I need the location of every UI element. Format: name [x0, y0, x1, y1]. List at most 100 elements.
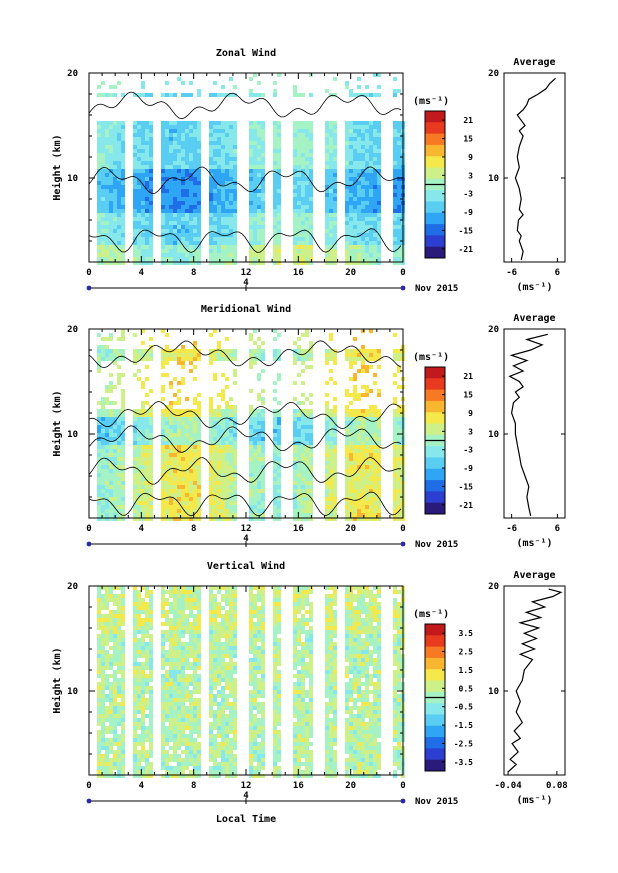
panel-3: Vertical Wind 0 4 8 12 16 20 0 20 10 Height (km) 4 N… — [51, 560, 568, 825]
colorbar-segment — [425, 480, 445, 492]
x-tick-label: 8 — [191, 781, 196, 791]
x-tick-label: 12 — [241, 524, 252, 534]
profile-panel: Average 20 10 -6 6(ms⁻¹) — [488, 313, 566, 549]
contour-lines — [88, 340, 402, 517]
profile-x-tick-label: 6 — [555, 268, 560, 278]
date-axis-start-marker — [86, 541, 92, 547]
x-tick-label: 20 — [345, 268, 356, 278]
profile-y-tick-label: 20 — [488, 325, 499, 335]
contour-line — [88, 457, 402, 485]
x-tick-label: 0 — [86, 781, 91, 791]
colorbar-segment — [425, 167, 445, 180]
colorbar-tick-label: 2.5 — [459, 648, 474, 657]
colorbar-tick-label: 1.5 — [459, 666, 474, 675]
profile-y-tick-label: 20 — [488, 582, 499, 592]
colorbar-tick-label: -2.5 — [454, 739, 473, 748]
profile-y-tick-label: 10 — [488, 174, 499, 184]
y-tick-label: 10 — [67, 430, 78, 440]
colorbar-tick-label: 3 — [468, 427, 473, 436]
x-tick-label: 16 — [293, 268, 304, 278]
colorbar-tick-label: -3 — [463, 446, 473, 455]
colorbar-segment — [425, 680, 445, 693]
colorbar-segment — [425, 714, 445, 727]
date-axis-end-marker — [400, 798, 406, 804]
profile-x-axis-label: (ms⁻¹) — [516, 538, 552, 549]
colorbar-segment — [425, 190, 445, 202]
y-axis-label: Height (km) — [51, 647, 63, 713]
colorbar-tick-label: 21 — [463, 116, 473, 125]
x-tick-label: 16 — [293, 524, 304, 534]
colorbar-tick-label: -0.5 — [454, 703, 473, 712]
x-axis-label: Local Time — [216, 813, 276, 825]
contour-line — [88, 340, 402, 369]
profile-x-tick-label: -6 — [506, 268, 517, 278]
y-tick-label: 20 — [67, 69, 78, 79]
colorbar-segment — [425, 156, 445, 169]
colorbar: (ms⁻¹) 3.5 2.5 1.5 0.5 -0.5 -1.5 -2.5 -3.5 — [413, 609, 473, 772]
x-tick-label: 0 — [86, 268, 91, 278]
x-tick-label: 12 — [241, 781, 252, 791]
x-tick-label: 0 — [400, 781, 405, 791]
date-axis-end-marker — [400, 541, 406, 547]
y-tick-label: 20 — [67, 325, 78, 335]
profile-x-tick-label: 6 — [555, 524, 560, 534]
colorbar-segment — [425, 111, 445, 123]
colorbar-tick-label: -21 — [459, 245, 474, 254]
colorbar-segment — [425, 144, 445, 157]
colorbar-tick-label: -1.5 — [454, 721, 473, 730]
colorbar-tick-label: 9 — [468, 153, 473, 162]
y-tick-label: 10 — [67, 174, 78, 184]
x-tick-label: 16 — [293, 781, 304, 791]
colorbar-tick-label: -15 — [459, 482, 474, 491]
x-tick-label: 0 — [400, 524, 405, 534]
profile-title: Average — [513, 57, 555, 68]
colorbar-tick-label: 9 — [468, 409, 473, 418]
profile-y-tick-label: 10 — [488, 430, 499, 440]
contour-line — [88, 425, 402, 453]
y-tick-label: 20 — [67, 582, 78, 592]
y-tick-label: 10 — [67, 687, 78, 697]
heatmap-field — [97, 329, 405, 521]
colorbar-unit: (ms⁻¹) — [413, 352, 449, 363]
colorbar-segment — [425, 703, 445, 715]
y-axis-label: Height (km) — [51, 134, 63, 200]
colorbar-segment — [425, 737, 445, 749]
colorbar-tick-label: -21 — [459, 501, 474, 510]
profile-title: Average — [513, 313, 555, 324]
colorbar-tick-label: 15 — [463, 391, 473, 400]
colorbar-segment — [425, 246, 445, 259]
colorbar-tick-label: 21 — [463, 372, 473, 381]
profile-y-tick-label: 20 — [488, 69, 499, 79]
profile-frame — [503, 72, 566, 263]
profile-y-tick-label: 10 — [488, 687, 499, 697]
colorbar-segment — [425, 235, 445, 248]
date-tick-label: 4 — [243, 278, 249, 288]
x-tick-label: 20 — [345, 781, 356, 791]
colorbar-tick-label: -9 — [463, 208, 473, 217]
panel-title: Vertical Wind — [207, 560, 285, 572]
date-label: Nov 2015 — [415, 540, 458, 550]
x-tick-label: 8 — [191, 268, 196, 278]
colorbar-tick-label: 15 — [463, 135, 473, 144]
colorbar: (ms⁻¹) 21 15 9 3 -3 -9 -15 -21 — [413, 96, 473, 259]
colorbar: (ms⁻¹) 21 15 9 3 -3 -9 -15 -21 — [413, 352, 473, 515]
profile-panel: Average 20 10 -0.04 0.08 (ms⁻¹) — [488, 570, 568, 806]
profile-x-axis-label: (ms⁻¹) — [516, 795, 552, 806]
colorbar-segment — [425, 669, 445, 682]
colorbar-tick-label: -3.5 — [454, 758, 473, 767]
profile-line — [514, 77, 556, 261]
colorbar-segment — [425, 367, 445, 379]
colorbar-tick-label: 3 — [468, 171, 473, 180]
profile-title: Average — [513, 570, 555, 581]
date-tick-label: 4 — [243, 534, 249, 544]
profile-line — [508, 333, 548, 517]
profile-x-tick-label: -6 — [506, 524, 517, 534]
colorbar-segment — [425, 224, 445, 236]
colorbar-segment — [425, 725, 445, 738]
x-tick-label: 20 — [345, 524, 356, 534]
colorbar-tick-label: 0.5 — [459, 684, 474, 693]
colorbar-segment — [425, 423, 445, 436]
colorbar-segment — [425, 491, 445, 504]
colorbar-segment — [425, 624, 445, 636]
